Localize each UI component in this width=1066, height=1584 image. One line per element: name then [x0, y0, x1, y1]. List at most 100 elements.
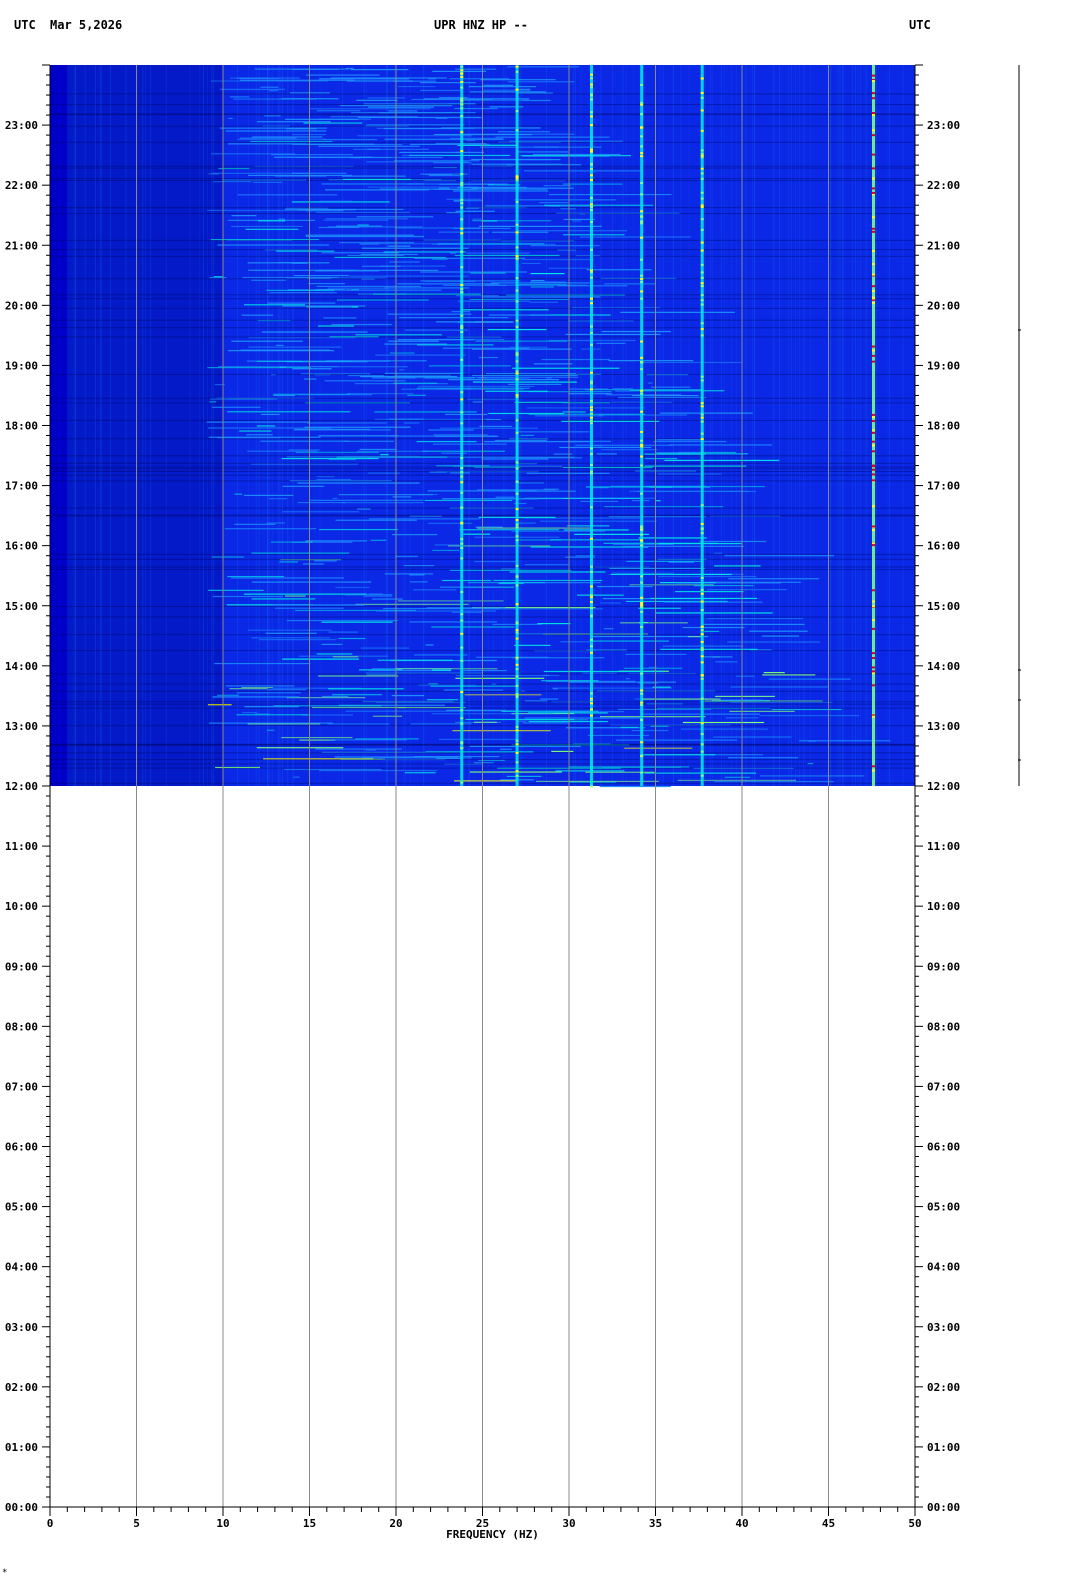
line-highlight [871, 298, 875, 301]
noise-streak [251, 463, 359, 465]
noise-streak [473, 65, 475, 786]
noise-streak [206, 65, 208, 786]
noise-streak [213, 181, 252, 183]
noise-streak [471, 187, 574, 189]
line-highlight [460, 72, 464, 75]
line-highlight [640, 410, 644, 413]
line-highlight [700, 655, 704, 658]
line-highlight [640, 606, 644, 609]
noise-streak [528, 712, 608, 714]
line-highlight [700, 733, 704, 736]
noise-streak [367, 186, 479, 188]
noise-streak [610, 573, 732, 576]
noise-streak [540, 698, 559, 700]
line-highlight [700, 299, 704, 302]
noise-streak [517, 230, 628, 232]
noise-streak [231, 340, 303, 342]
noise-streak [342, 175, 406, 177]
noise-streak [273, 705, 382, 707]
noise-streak [547, 205, 595, 207]
noise-streak [622, 65, 624, 786]
line-highlight [460, 467, 464, 470]
noise-streak [420, 271, 527, 273]
noise-streak [236, 692, 301, 694]
noise-streak [505, 65, 507, 786]
noise-streak [274, 156, 372, 158]
noise-streak [323, 317, 357, 319]
line-highlight [460, 324, 464, 327]
noise-streak [208, 589, 264, 591]
line-highlight [589, 714, 593, 717]
noise-streak [420, 173, 468, 175]
noise-streak [521, 497, 564, 500]
line-highlight [589, 606, 593, 609]
line-highlight [589, 276, 593, 279]
noise-streak [601, 330, 671, 333]
noise-streak [260, 413, 280, 416]
line-highlight [871, 74, 875, 77]
noise-streak [427, 522, 473, 524]
line-highlight [640, 701, 644, 704]
line-highlight [589, 785, 593, 788]
noise-streak [563, 218, 595, 221]
noise-streak [239, 430, 272, 432]
noise-streak [75, 65, 77, 786]
x-axis-label: FREQUENCY (HZ) [446, 1528, 539, 1541]
noise-streak [604, 505, 724, 508]
noise-streak [438, 231, 489, 233]
noise-streak [293, 776, 300, 778]
line-highlight [700, 96, 704, 99]
line-highlight [515, 508, 519, 511]
line-highlight [460, 422, 464, 425]
noise-streak [407, 394, 426, 396]
noise-streak [612, 65, 613, 786]
noise-streak [567, 373, 602, 375]
noise-streak [551, 750, 574, 753]
noise-streak [219, 127, 327, 129]
line-highlight [700, 629, 704, 632]
line-highlight [589, 271, 593, 274]
noise-streak [305, 540, 368, 542]
noise-streak [557, 249, 577, 251]
noise-streak [310, 499, 424, 501]
line-highlight [589, 197, 593, 200]
noise-streak [803, 65, 805, 786]
line-highlight [871, 600, 875, 603]
noise-streak [285, 207, 329, 209]
noise-streak [206, 421, 311, 423]
noise-streak [349, 157, 361, 159]
line-highlight [700, 303, 704, 306]
line-highlight [460, 97, 464, 100]
line-highlight [871, 473, 875, 476]
noise-streak [463, 133, 575, 135]
noise-streak [345, 67, 354, 70]
line-highlight [589, 651, 593, 654]
noise-streak [799, 740, 891, 742]
noise-streak [455, 677, 545, 679]
line-highlight [589, 206, 593, 209]
noise-streak [528, 413, 646, 415]
line-highlight [700, 608, 704, 611]
noise-streak [350, 68, 409, 71]
noise-streak [449, 507, 534, 509]
line-highlight [700, 285, 704, 288]
line-highlight [640, 258, 644, 261]
noise-streak [618, 396, 707, 399]
noise-streak [518, 431, 590, 433]
line-highlight [871, 250, 875, 253]
noise-streak [229, 688, 268, 690]
noise-streak [542, 633, 649, 635]
noise-streak [445, 413, 488, 416]
noise-streak [285, 277, 387, 279]
line-highlight [589, 596, 593, 599]
noise-streak [234, 523, 276, 525]
noise-streak [582, 672, 617, 674]
noise-streak [647, 382, 653, 384]
x-tick-label: 40 [735, 1517, 748, 1530]
line-highlight [589, 412, 593, 415]
noise-streak [371, 377, 416, 379]
y-tick-label: 01:00 [927, 1441, 960, 1454]
line-highlight [515, 622, 519, 625]
noise-streak [591, 635, 709, 638]
noise-streak [631, 729, 669, 732]
